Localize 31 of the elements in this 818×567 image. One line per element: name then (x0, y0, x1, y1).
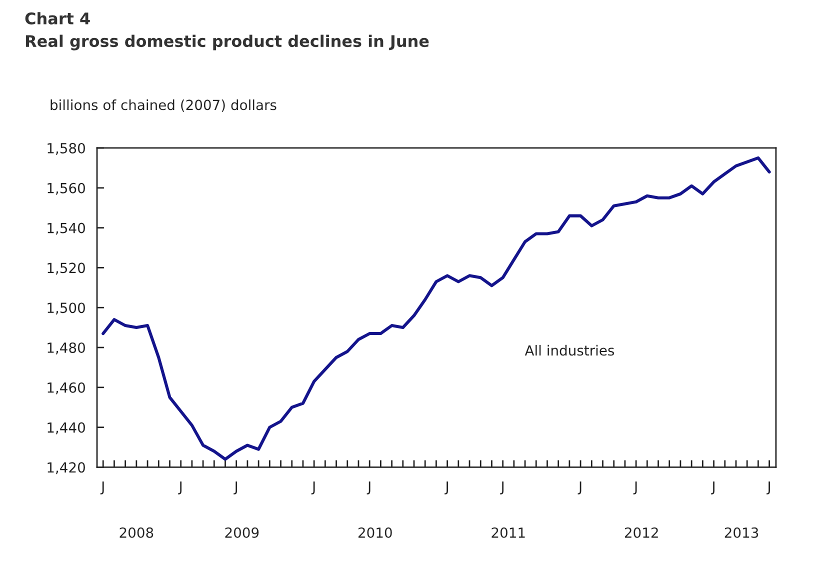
x-tick-label: J (444, 482, 448, 494)
y-tick-label: 1,500 (48, 302, 85, 314)
y-axis-title: billions of chained (2007) dollars (50, 99, 276, 112)
x-tick-label: J (178, 482, 182, 494)
chart-title: Chart 4 (25, 12, 90, 24)
x-tick-label: J (366, 482, 370, 494)
text: 2009 (225, 527, 259, 538)
x-tick-label: J (766, 482, 770, 494)
y-tick-label: 1,560 (48, 182, 85, 195)
x-tick-label: J (234, 482, 238, 494)
line-series (102, 156, 771, 461)
y-tick-label: 1,520 (48, 262, 85, 275)
chart-subtitle: Real gross domestic product declines in June (26, 34, 429, 50)
text: 2008 (120, 527, 154, 538)
x-tick-label: J (100, 482, 104, 494)
y-tick-label: 1,440 (48, 422, 85, 434)
x-tick-label: J (633, 482, 637, 494)
y-tick-label: 1,420 (48, 462, 85, 474)
text: 2013 (724, 527, 758, 538)
x-tick-label: J (311, 482, 315, 494)
x-tick-label: J (711, 482, 714, 494)
y-tick-label: 1,540 (48, 222, 85, 235)
y-tick-label: 1,580 (48, 142, 85, 155)
y-tick-label: 1,460 (48, 382, 85, 394)
text: 2011 (492, 527, 525, 538)
x-tick-label: J (578, 482, 582, 494)
y-tick-label: 1,480 (48, 342, 85, 354)
text: 2010 (358, 527, 392, 538)
text: All industries (524, 344, 614, 356)
x-tick-label: J (500, 482, 504, 494)
text: 2012 (624, 527, 658, 538)
